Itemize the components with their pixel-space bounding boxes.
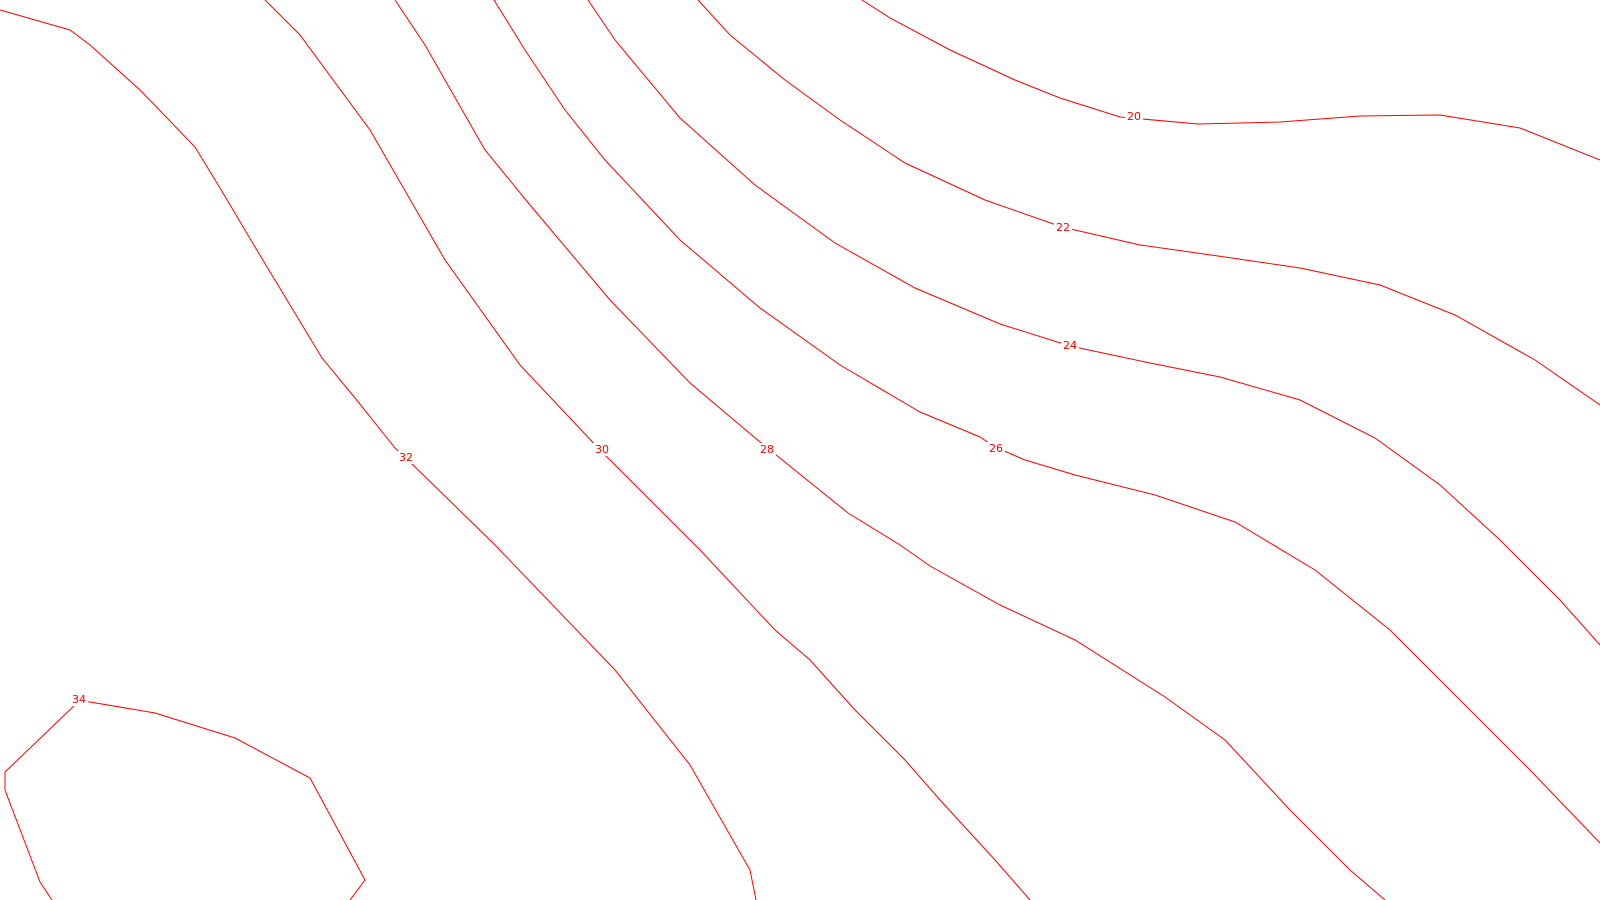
contour-label-22: 22 bbox=[1056, 221, 1070, 234]
contour-line-28 bbox=[394, 0, 1386, 900]
label-bg-20 bbox=[1125, 110, 1143, 123]
contour-line-20 bbox=[861, 0, 1600, 161]
contour-line-32 bbox=[0, 9, 757, 900]
label-bg-22 bbox=[1054, 221, 1072, 234]
contour-line-24 bbox=[587, 0, 1600, 646]
contour-label-24: 24 bbox=[1063, 339, 1077, 352]
label-bg-30 bbox=[593, 443, 611, 456]
contour-line-22 bbox=[697, 0, 1600, 406]
contour-label-20: 20 bbox=[1127, 110, 1141, 123]
contour-label-34: 34 bbox=[72, 693, 86, 706]
contour-label-28: 28 bbox=[760, 443, 774, 456]
label-bg-32 bbox=[397, 451, 415, 464]
contour-label-26: 26 bbox=[989, 442, 1003, 455]
contour-line-30 bbox=[264, 0, 1031, 900]
contour-label-32: 32 bbox=[399, 451, 413, 464]
contour-label-30: 30 bbox=[595, 443, 609, 456]
label-bg-26 bbox=[987, 442, 1005, 455]
label-bg-34 bbox=[70, 693, 88, 706]
label-bg-28 bbox=[758, 443, 776, 456]
contour-line-34 bbox=[4, 701, 366, 900]
label-bg-24 bbox=[1061, 339, 1079, 352]
